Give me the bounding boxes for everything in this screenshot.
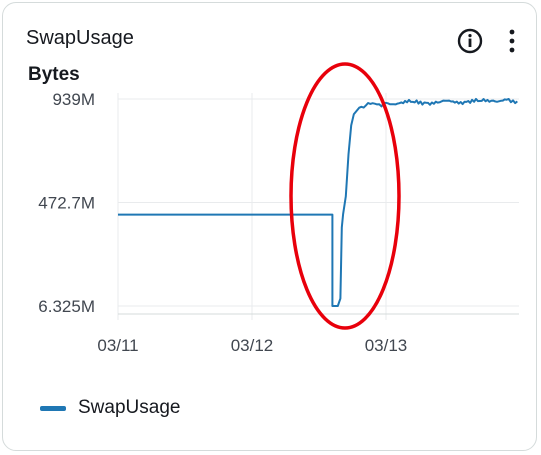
info-icon[interactable] (457, 28, 483, 54)
legend-label: SwapUsage (78, 397, 181, 418)
swap-usage-widget (2, 2, 537, 451)
x-tick-label: 03/11 (97, 336, 138, 355)
widget-title: SwapUsage (26, 27, 134, 49)
vertical-ellipsis-icon[interactable] (502, 27, 522, 55)
legend-swatch (40, 405, 66, 411)
y-tick-label: 472.7M (38, 193, 95, 212)
x-tick-label: 03/13 (365, 336, 408, 355)
y-axis-label: Bytes (28, 64, 80, 85)
y-tick-label: 6.325M (38, 297, 95, 316)
legend-item-swapusage[interactable]: SwapUsage (40, 396, 180, 420)
y-tick-label: 939M (52, 90, 95, 109)
x-tick-label: 03/12 (231, 336, 274, 355)
series-line-swapusage (118, 97, 518, 307)
annotation-ellipse (289, 62, 401, 330)
